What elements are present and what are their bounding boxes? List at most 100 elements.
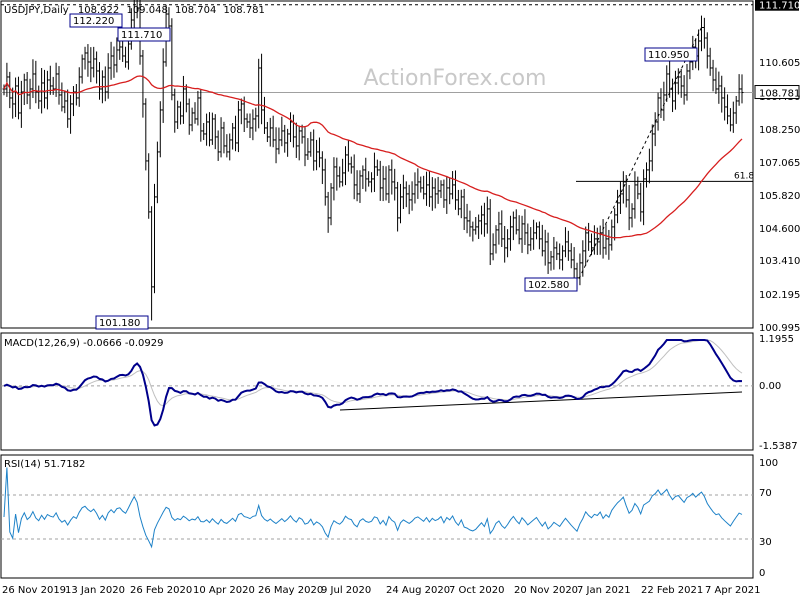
price-bar [352,154,356,200]
x-tick-label: 20 Nov 2020 [514,585,578,596]
price-bar [682,75,686,105]
high-value: 109.048 [126,5,167,16]
price-bar [170,18,174,101]
price-bar [601,219,605,259]
price-bar [254,107,258,132]
price-bar [245,113,249,128]
price-bar [179,101,183,125]
x-tick-label: 24 Aug 2020 [386,585,450,596]
price-bar [370,172,374,193]
price-bar [699,15,703,52]
price-bar [364,157,368,192]
price-bar [668,60,672,98]
x-tick-label: 7 Apr 2021 [705,585,760,596]
price-bar [268,117,272,147]
price-bar [207,112,211,147]
annotation-box [524,277,578,292]
price-bar [610,219,614,251]
watermark: ActionForex.com [364,66,547,91]
price-bar [549,250,553,271]
price-bar [312,129,316,171]
price-bar [291,114,295,148]
macd-ytick: 1.1955 [759,334,794,345]
price-bar [552,236,556,270]
price-bar [480,205,484,235]
price-bar [231,122,235,150]
price-bar [410,181,414,211]
x-tick-label: 26 Nov 2019 [2,585,66,596]
price-bar [630,203,634,228]
price-bar [592,225,596,255]
price-bar [57,66,61,105]
price-bar [627,185,631,231]
price-bar [474,216,478,235]
price-bar [578,253,582,286]
rsi-ytick: 100 [759,458,778,469]
price-bar [173,88,177,133]
price-bar [375,159,379,176]
price-bar [711,59,715,92]
x-tick-label: 10 Apr 2020 [193,585,255,596]
price-bar [500,210,504,248]
price-bar [309,131,313,157]
price-bar [158,101,162,158]
annotation-label: 110.950 [648,50,689,61]
price-bar [529,227,533,251]
price-bar [717,71,721,104]
macd-ytick: 0.00 [759,381,781,392]
price-bar [262,96,266,134]
price-bar [236,100,240,153]
price-bar [303,127,307,167]
price-bar [86,44,90,77]
price-bar [147,153,151,219]
price-bar [28,78,32,110]
price-bar [225,134,229,158]
price-ytick: 100.995 [759,323,800,334]
price-bar [598,225,602,255]
price-bar [5,62,9,97]
price-bar [74,83,78,106]
price-bar [572,247,576,283]
price-bar [92,46,96,78]
price-bar [51,76,55,95]
price-bar [390,159,394,195]
price-bar [124,46,128,68]
price-bar [656,92,660,131]
price-bar [167,7,171,32]
price-bar [176,100,180,129]
price-bar [427,170,431,207]
price-bar [286,128,290,157]
price-bar [404,181,408,208]
price-bar [702,17,706,49]
price-bar [445,175,449,214]
price-bar [618,181,622,214]
price-bar [720,75,724,113]
x-tick-label: 13 Jan 2020 [65,585,125,596]
price-ytick: 108.250 [759,125,800,136]
price-bar [271,115,275,148]
price-bar [407,184,411,215]
price-bar [488,199,492,266]
price-bar [210,112,214,145]
price-bar [228,133,232,161]
annotation-box [69,13,123,28]
price-bar [222,121,226,154]
price-bar [19,80,23,128]
price-bar [523,209,527,245]
price-bar [242,96,246,133]
price-bar [511,211,515,241]
price-bar [740,74,744,104]
price-bar [260,53,264,125]
macd-signal-line [3,339,743,407]
price-bar [526,223,530,255]
price-bar [216,130,220,161]
annotation-label: 102.580 [528,280,569,291]
close-value: 108.781 [224,5,265,16]
price-bar [433,178,437,209]
price-bar [714,67,718,94]
price-bar [728,108,732,132]
price-bar [546,232,550,274]
price-bar [132,0,135,34]
price-bar [115,37,119,73]
